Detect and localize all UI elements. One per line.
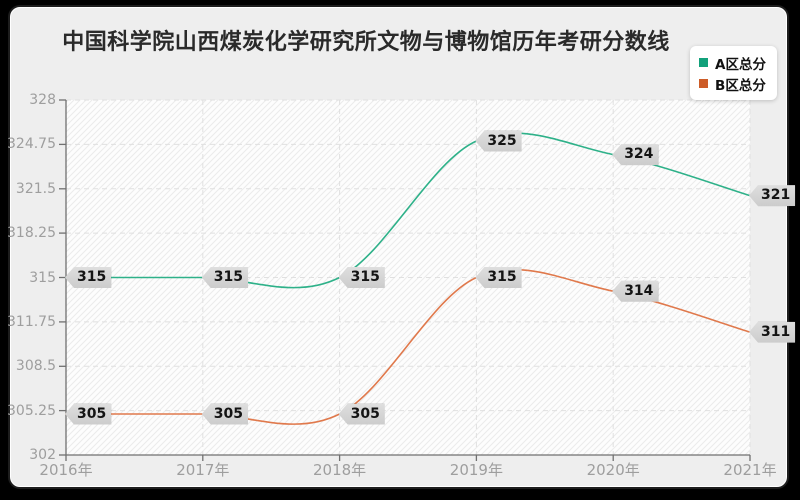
- y-tick-label: 311.75: [7, 313, 56, 330]
- y-tick-label: 328: [29, 92, 56, 108]
- legend-item-A区总分: A区总分: [699, 52, 766, 73]
- legend-marker-icon: [699, 79, 709, 88]
- data-label-A区总分-2016年: 315: [65, 267, 112, 288]
- data-label-A区总分-2017年: 315: [201, 267, 249, 288]
- legend: A区总分 B区总分: [690, 46, 777, 100]
- data-label-A区总分-2018年: 315: [338, 267, 385, 288]
- x-tick-label: 2019年: [449, 461, 503, 479]
- data-label-B区总分-2021年: 311: [749, 321, 796, 343]
- data-label-A区总分-2021年: 321: [749, 185, 796, 207]
- legend-item-B区总分: B区总分: [699, 73, 766, 94]
- data-label-B区总分-2016年: 305: [65, 403, 112, 425]
- y-tick-label: 302: [29, 447, 56, 463]
- x-tick-label: 2018年: [313, 461, 367, 479]
- data-label-B区总分-2020年: 314: [612, 280, 659, 302]
- legend-label: B区总分: [715, 77, 766, 94]
- y-tick-label: 315: [29, 269, 56, 286]
- y-tick-label: 321.5: [15, 180, 56, 197]
- data-label-A区总分-2020年: 324: [612, 144, 659, 166]
- y-tick-label: 305.25: [7, 402, 56, 419]
- x-tick-label: 2017年: [176, 461, 230, 479]
- data-label-A区总分-2019年: 325: [475, 130, 522, 152]
- x-tick-label: 2021年: [723, 461, 777, 479]
- y-tick-label: 318.25: [7, 225, 56, 242]
- y-tick-label: 308.5: [15, 358, 56, 375]
- x-tick-label: 2016年: [39, 461, 93, 479]
- data-label-B区总分-2019年: 315: [475, 267, 522, 288]
- legend-label: A区总分: [715, 56, 766, 73]
- y-tick-label: 324.75: [7, 136, 56, 153]
- data-label-B区总分-2017年: 305: [201, 403, 249, 425]
- legend-marker-icon: [699, 58, 709, 67]
- x-tick-label: 2020年: [586, 461, 640, 479]
- chart-title: 中国科学院山西煤炭化学研究所文物与博物馆历年考研分数线: [62, 30, 670, 55]
- data-label-B区总分-2018年: 305: [338, 403, 385, 425]
